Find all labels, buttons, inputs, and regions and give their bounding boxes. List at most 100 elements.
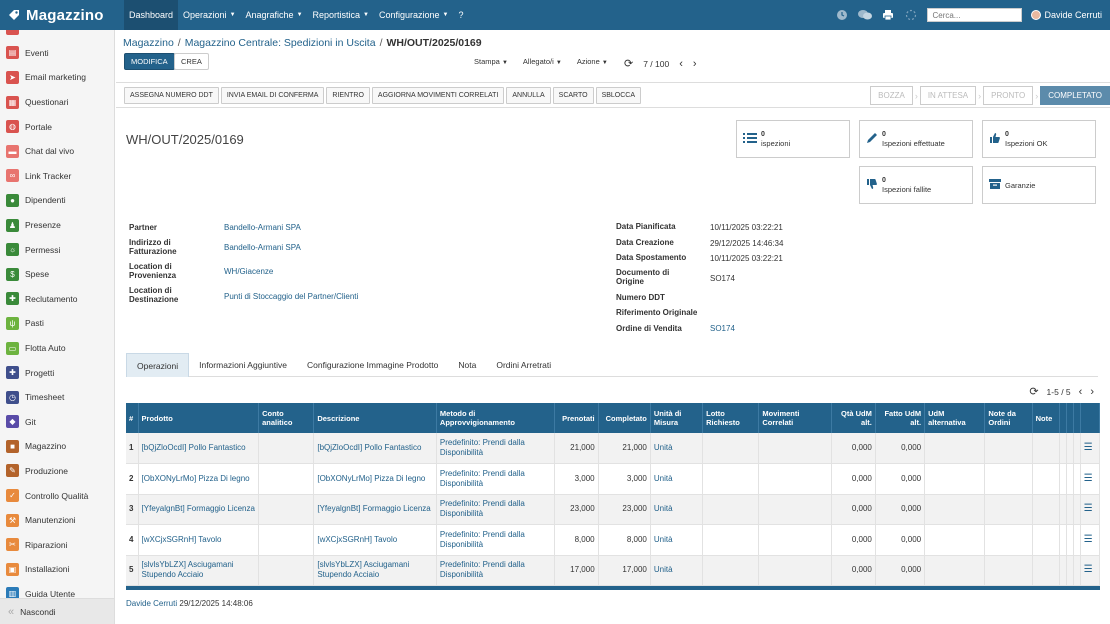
create-button[interactable]: CREA — [174, 53, 209, 70]
sidebar-item-partial[interactable] — [0, 30, 114, 41]
field-partner-value[interactable]: Bandello-Armani SPA — [224, 223, 301, 232]
chatter-author[interactable]: Davide Cerruti — [126, 599, 178, 608]
app-brand[interactable]: Magazzino — [0, 0, 116, 30]
menu-operazioni[interactable]: Operazioni ▼ — [183, 10, 236, 20]
row-detail-icon[interactable]: ☰ — [1080, 463, 1101, 495]
edit-button[interactable]: MODIFICA — [124, 53, 175, 70]
print-dropdown[interactable]: Stampa ▼ — [474, 57, 508, 66]
warranty-smart-button[interactable]: Garanzie — [982, 166, 1096, 204]
row-detail-icon[interactable]: ☰ — [1080, 494, 1101, 525]
printer-icon[interactable] — [881, 8, 895, 22]
breadcrumb-spedizioni[interactable]: Magazzino Centrale: Spedizioni in Uscita — [184, 37, 376, 49]
menu-help[interactable]: ? — [458, 10, 464, 20]
inspections-done-smart-button[interactable]: 0 Ispezioni effettuate — [859, 120, 973, 158]
chat-icon[interactable] — [858, 8, 873, 22]
col-product[interactable]: Prodotto — [138, 403, 260, 433]
refresh-icon[interactable]: ⟳ — [1029, 386, 1039, 398]
sidebar-item-permessi[interactable]: ☼ Permessi — [0, 237, 114, 262]
menu-dashboard[interactable]: Dashboard — [124, 0, 179, 30]
cancel-button[interactable]: ANNULLA — [506, 87, 551, 104]
table-row[interactable]: 3 [YfeyalgnBt] Formaggio Licenza [Yfeyal… — [126, 494, 1101, 525]
field-billing-address-value[interactable]: Bandello-Armani SPA — [224, 243, 301, 252]
col-lot-required[interactable]: Lotto Richiesto — [702, 403, 760, 433]
col-analytic-account[interactable]: Conto analitico — [258, 403, 315, 433]
sidebar-item-dipendenti[interactable]: ● Dipendenti — [0, 188, 114, 213]
stage-bozza[interactable]: BOZZA — [870, 86, 913, 105]
menu-configurazione[interactable]: Configurazione ▼ — [379, 10, 449, 20]
stage-completato[interactable]: COMPLETATO — [1040, 86, 1110, 105]
tab-informazioni-aggiuntive[interactable]: Informazioni Aggiuntive — [199, 360, 287, 370]
inspections-ok-smart-button[interactable]: 0 Ispezioni OK — [982, 120, 1096, 158]
sidebar-item-reclutamento[interactable]: ✚ Reclutamento — [0, 287, 114, 312]
return-button[interactable]: RIENTRO — [326, 87, 370, 104]
sidebar-item-progetti[interactable]: ✚ Progetti — [0, 360, 114, 385]
sidebar-item-guida-utente[interactable]: ▥ Guida Utente — [0, 582, 114, 607]
field-destination-location-value[interactable]: Punti di Stoccaggio del Partner/Clienti — [224, 292, 359, 301]
sidebar-item-produzione[interactable]: ✎ Produzione — [0, 459, 114, 484]
field-sale-order-value[interactable]: SO174 — [710, 324, 735, 333]
chevron-right-icon[interactable]: › — [1090, 385, 1094, 398]
row-detail-icon[interactable]: ☰ — [1080, 555, 1101, 586]
table-row[interactable]: 2 [ObXONyLrMo] Pizza Di legno [ObXONyLrM… — [126, 463, 1101, 495]
sidebar-item-riparazioni[interactable]: ✂ Riparazioni — [0, 532, 114, 557]
col-uom[interactable]: Unità di Misura — [650, 403, 704, 433]
sidebar-item-email-marketing[interactable]: ➤ Email marketing — [0, 65, 114, 90]
menu-reportistica[interactable]: Reportistica ▼ — [312, 10, 369, 20]
table-row[interactable]: 4 [wXCjxSGRnH] Tavolo [wXCjxSGRnH] Tavol… — [126, 524, 1101, 556]
sidebar-item-magazzino[interactable]: ■ Magazzino — [0, 434, 114, 459]
sidebar-item-portale[interactable]: ◍ Portale — [0, 114, 114, 139]
menu-anagrafiche[interactable]: Anagrafiche ▼ — [245, 10, 303, 20]
clock-icon[interactable] — [835, 8, 849, 22]
field-source-location-value[interactable]: WH/Giacenze — [224, 267, 274, 276]
sidebar-item-timesheet[interactable]: ◷ Timesheet — [0, 385, 114, 410]
sidebar-item-git[interactable]: ◆ Git — [0, 410, 114, 435]
sidebar-item-manutenzioni[interactable]: ⚒ Manutenzioni — [0, 508, 114, 533]
scrap-button[interactable]: SCARTO — [552, 87, 594, 104]
unlock-button[interactable]: SBLOCCA — [595, 87, 642, 104]
chevron-right-icon[interactable]: › — [692, 57, 697, 70]
sidebar-hide-button[interactable]: « Nascondi — [0, 598, 114, 624]
row-detail-icon[interactable]: ☰ — [1080, 524, 1101, 556]
col-procure-method[interactable]: Metodo di Approvvigionamento — [436, 403, 556, 433]
sidebar-item-chat-dal-vivo[interactable]: ▬ Chat dal vivo — [0, 139, 114, 164]
col-order-notes[interactable]: Note da Ordini — [984, 403, 1033, 433]
row-product[interactable]: [wXCjxSGRnH] Tavolo — [138, 524, 260, 556]
table-row[interactable]: 1 [bQjZloOcdI] Pollo Fantastico [bQjZloO… — [126, 433, 1101, 464]
col-alt-done[interactable]: Fatto UdM alt. — [875, 403, 926, 433]
inspections-smart-button[interactable]: 0 ispezioni — [736, 120, 850, 158]
tab-operazioni[interactable]: Operazioni — [126, 353, 190, 377]
breadcrumb-magazzino[interactable]: Magazzino — [123, 37, 174, 49]
sidebar-item-questionari[interactable]: ▦ Questionari — [0, 90, 114, 115]
sidebar-item-flotta-auto[interactable]: ▭ Flotta Auto — [0, 336, 114, 361]
sidebar-item-pasti[interactable]: ψ Pasti — [0, 311, 114, 336]
row-product[interactable]: [ObXONyLrMo] Pizza Di legno — [138, 463, 260, 495]
inspections-failed-smart-button[interactable]: 0 Ispezioni fallite — [859, 166, 973, 204]
action-dropdown[interactable]: Azione ▼ — [576, 57, 608, 66]
row-product[interactable]: [bQjZloOcdI] Pollo Fantastico — [138, 433, 260, 464]
tab-configurazione-immagine[interactable]: Configurazione Immagine Prodotto — [307, 360, 439, 370]
col-alt-qty[interactable]: Qtà UdM alt. — [831, 403, 876, 433]
attachment-dropdown[interactable]: Allegato/i ▼ — [522, 57, 562, 66]
send-confirmation-email-button[interactable]: INVIA EMAIL DI CONFERMA — [220, 87, 325, 104]
assign-ddt-button[interactable]: ASSEGNA NUMERO DDT — [124, 87, 219, 104]
row-product[interactable]: [slvlsYbLZX] Asciugamani Stupendo Acciai… — [138, 555, 260, 586]
row-product[interactable]: [YfeyalgnBt] Formaggio Licenza — [138, 494, 260, 525]
tab-ordini-arretrati[interactable]: Ordini Arretrati — [496, 360, 552, 370]
col-description[interactable]: Descrizione — [313, 403, 437, 433]
stage-in-attesa[interactable]: IN ATTESA — [919, 86, 977, 105]
stage-pronto[interactable]: PRONTO — [983, 86, 1034, 105]
col-done[interactable]: Completato — [598, 403, 651, 433]
sidebar-item-presenze[interactable]: ♟ Presenze — [0, 213, 114, 238]
col-notes[interactable]: Note — [1032, 403, 1060, 433]
col-related-moves[interactable]: Movimenti Correlati — [758, 403, 832, 433]
sidebar-item-installazioni[interactable]: ▣ Installazioni — [0, 557, 114, 582]
update-related-moves-button[interactable]: AGGIORNA MOVIMENTI CORRELATI — [371, 87, 505, 104]
table-row[interactable]: 5 [slvlsYbLZX] Asciugamani Stupendo Acci… — [126, 555, 1101, 586]
chevron-left-icon[interactable]: ‹ — [1078, 385, 1083, 398]
chevron-left-icon[interactable]: ‹ — [679, 57, 683, 70]
col-reserved[interactable]: Prenotati — [554, 403, 599, 433]
sidebar-item-controllo-qualita[interactable]: ✓ Controllo Qualità — [0, 483, 114, 508]
sidebar-item-link-tracker[interactable]: ∞ Link Tracker — [0, 164, 114, 189]
user-menu[interactable]: Davide Cerruti — [1031, 10, 1102, 20]
row-detail-icon[interactable]: ☰ — [1080, 433, 1101, 464]
